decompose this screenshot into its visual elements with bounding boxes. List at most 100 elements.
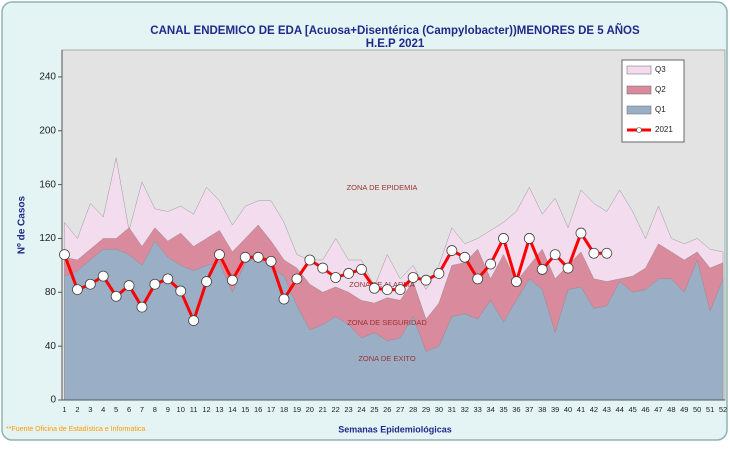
- line-marker: [523, 233, 535, 244]
- line-marker: [123, 280, 135, 291]
- line-marker: [511, 276, 522, 287]
- x-tick-label: 38: [538, 405, 546, 414]
- x-tick-label: 33: [474, 405, 482, 414]
- line-marker: [420, 274, 432, 286]
- x-tick-label: 11: [190, 405, 198, 414]
- x-tick-label: 23: [344, 405, 352, 414]
- x-tick-label: 15: [241, 405, 249, 414]
- line-marker: [84, 278, 96, 290]
- line-marker: [549, 249, 561, 261]
- x-tick-label: 7: [140, 405, 144, 414]
- legend-label: Q2: [655, 85, 666, 94]
- x-tick-label: 43: [603, 405, 611, 414]
- zone-label: ZONA DE ALARMA: [349, 280, 414, 289]
- line-marker: [226, 274, 238, 286]
- chart-title: CANAL ENDEMICO DE EDA [Acuosa+Disentéric…: [150, 24, 640, 37]
- y-tick-label: 160: [39, 179, 56, 190]
- line-marker: [588, 247, 600, 259]
- x-tick-label: 8: [153, 405, 157, 414]
- x-tick-label: 26: [383, 405, 391, 414]
- line-marker: [239, 251, 251, 263]
- line-marker: [356, 264, 367, 275]
- x-axis-label: Semanas Epidemiológicas: [338, 424, 452, 434]
- x-tick-label: 32: [461, 405, 469, 414]
- line-marker: [304, 254, 316, 266]
- line-marker: [188, 315, 200, 326]
- line-marker: [381, 284, 393, 296]
- legend-label: 2021: [655, 125, 673, 134]
- y-tick-label: 200: [39, 125, 56, 136]
- line-marker: [136, 301, 148, 313]
- x-tick-label: 36: [512, 405, 520, 414]
- zone-label: ZONA DE EXITO: [358, 354, 416, 363]
- line-marker: [59, 249, 70, 261]
- line-marker: [498, 233, 509, 244]
- line-marker: [562, 262, 574, 274]
- y-tick-label: 80: [45, 287, 57, 298]
- line-marker: [201, 276, 212, 287]
- x-tick-label: 18: [280, 405, 288, 414]
- x-tick-label: 22: [331, 405, 339, 414]
- x-tick-label: 19: [293, 405, 301, 414]
- chart-subtitle: H.E.P 2021: [366, 38, 425, 50]
- y-axis-label: Nº de Casos: [17, 196, 28, 255]
- y-tick-label: 40: [45, 341, 57, 352]
- line-marker: [394, 284, 406, 296]
- x-tick-label: 4: [101, 405, 105, 414]
- legend-label: Q3: [655, 65, 666, 74]
- x-tick-label: 41: [577, 405, 585, 414]
- line-marker: [291, 273, 303, 285]
- x-tick-label: 28: [409, 405, 417, 414]
- x-tick-label: 31: [448, 405, 456, 414]
- x-tick-label: 13: [215, 405, 223, 414]
- legend-swatch-marker: [636, 127, 642, 133]
- line-marker: [472, 273, 484, 285]
- line-marker: [575, 227, 587, 239]
- zone-label: ZONA DE EPIDEMIA: [347, 183, 418, 192]
- x-tick-label: 17: [267, 405, 275, 414]
- x-tick-label: 10: [177, 405, 185, 414]
- x-tick-label: 48: [667, 405, 675, 414]
- x-tick-label: 50: [693, 405, 701, 414]
- x-tick-label: 12: [202, 405, 210, 414]
- legend-swatch: [626, 85, 652, 95]
- legend-label: Q1: [655, 105, 666, 114]
- x-tick-label: 21: [319, 405, 327, 414]
- line-marker: [97, 270, 109, 282]
- line-marker: [214, 249, 225, 261]
- line-marker: [459, 251, 471, 263]
- x-tick-label: 30: [435, 405, 443, 414]
- line-marker: [368, 282, 380, 294]
- x-tick-label: 2: [75, 405, 79, 414]
- line-marker: [601, 247, 613, 259]
- x-tick-label: 6: [127, 405, 131, 414]
- x-tick-label: 51: [706, 405, 714, 414]
- zone-label: ZONA DE SEGURIDAD: [347, 318, 427, 327]
- line-marker: [175, 285, 187, 297]
- x-tick-label: 16: [254, 405, 262, 414]
- legend-swatch: [626, 65, 652, 75]
- x-tick-label: 42: [590, 405, 598, 414]
- line-marker: [252, 251, 264, 263]
- x-tick-label: 40: [564, 405, 572, 414]
- x-tick-label: 35: [499, 405, 507, 414]
- line-marker: [72, 284, 83, 296]
- x-tick-label: 3: [88, 405, 92, 414]
- y-tick-label: 120: [39, 233, 56, 244]
- x-tick-label: 25: [370, 405, 378, 414]
- line-marker: [485, 258, 496, 270]
- line-marker: [343, 268, 354, 279]
- line-marker: [162, 273, 174, 285]
- line-marker: [317, 262, 329, 274]
- line-marker: [278, 293, 290, 305]
- x-tick-label: 47: [654, 405, 662, 414]
- y-tick-label: 0: [50, 395, 56, 406]
- x-tick-label: 29: [422, 405, 430, 414]
- y-tick-label: 240: [39, 72, 56, 83]
- area-q1: [64, 240, 724, 401]
- line-marker: [265, 255, 277, 267]
- x-tick-label: 27: [396, 405, 404, 414]
- x-tick-label: 52: [719, 405, 727, 414]
- x-tick-label: 20: [306, 405, 314, 414]
- source-note: **Fuente Oficina de Estadística e Inform…: [6, 426, 145, 433]
